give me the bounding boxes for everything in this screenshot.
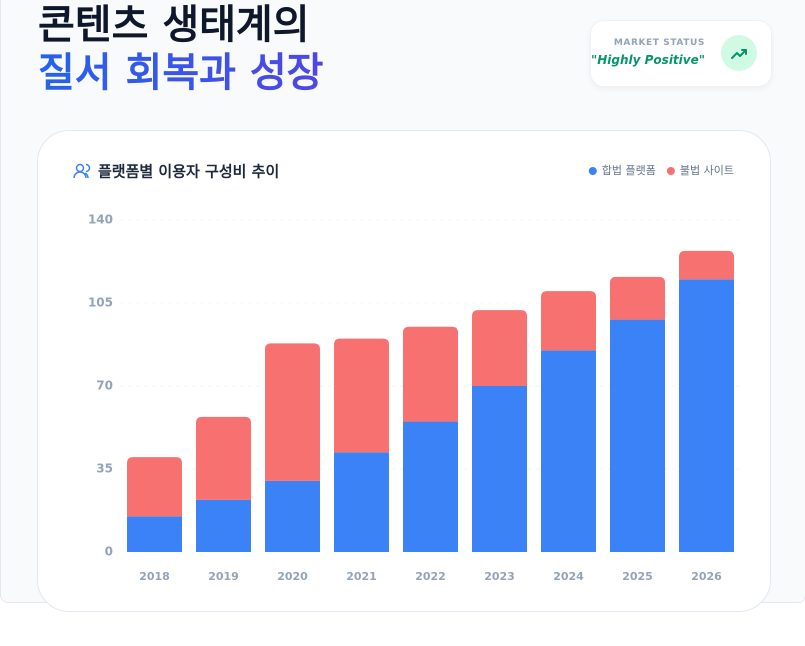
bar-segment: [196, 416, 251, 500]
chart-title: 플랫폼별 이용자 구성비 추이: [98, 163, 279, 181]
bar-segment: [334, 452, 389, 552]
y-tick-label: 0: [105, 545, 113, 559]
legend-label: 불법 사이트: [680, 164, 734, 177]
bar-segment: [610, 319, 665, 552]
bar-segment: [403, 421, 458, 552]
x-tick-label: 2021: [346, 570, 377, 583]
bar-segment: [265, 343, 320, 481]
x-tick-label: 2022: [415, 570, 446, 583]
status-icon: [721, 35, 757, 71]
y-tick-label: 70: [96, 379, 113, 393]
status-value: "Highly Positive": [590, 53, 705, 67]
bar-segment: [679, 250, 734, 280]
bar-segment: [334, 338, 389, 453]
x-tick-label: 2025: [622, 570, 653, 583]
y-tick-label: 140: [88, 213, 113, 227]
x-tick-label: 2026: [691, 570, 722, 583]
bar-segment: [679, 279, 734, 552]
x-tick-label: 2018: [139, 570, 170, 583]
bar-segment: [541, 291, 596, 351]
legend-label: 합법 플랫폼: [602, 164, 656, 177]
bar-segment: [472, 310, 527, 386]
title-line-2: 질서 회복과 성장: [38, 40, 323, 98]
y-tick-label: 105: [88, 296, 113, 310]
chart: 플랫폼별 이용자 구성비 추이 0 35 70 105 140 불법 사이트 합법 플랫폼 2…: [73, 163, 741, 583]
bar-segment: [127, 457, 182, 517]
bar-segment: [265, 480, 320, 552]
x-tick-label: 2024: [553, 570, 584, 583]
bar-segment: [196, 499, 251, 552]
bar-segment: [472, 386, 527, 552]
legend-marker: [588, 167, 597, 175]
trend-icon: [731, 49, 747, 59]
bar-segment: [610, 276, 665, 320]
x-tick-label: 2023: [484, 570, 515, 583]
bar-segment: [541, 350, 596, 552]
legend-marker: [666, 167, 675, 175]
x-tick-label: 2019: [208, 570, 239, 583]
y-tick-label: 35: [96, 462, 113, 476]
bar-segment: [403, 326, 458, 422]
bar-segment: [127, 516, 182, 552]
status-label: MARKET STATUS: [613, 38, 705, 48]
users-icon: [73, 163, 91, 179]
x-tick-label: 2020: [277, 570, 308, 583]
title-line-1: 콘텐츠 생태계의: [38, 2, 310, 48]
status-card: MARKET STATUS "Highly Positive": [590, 20, 772, 87]
